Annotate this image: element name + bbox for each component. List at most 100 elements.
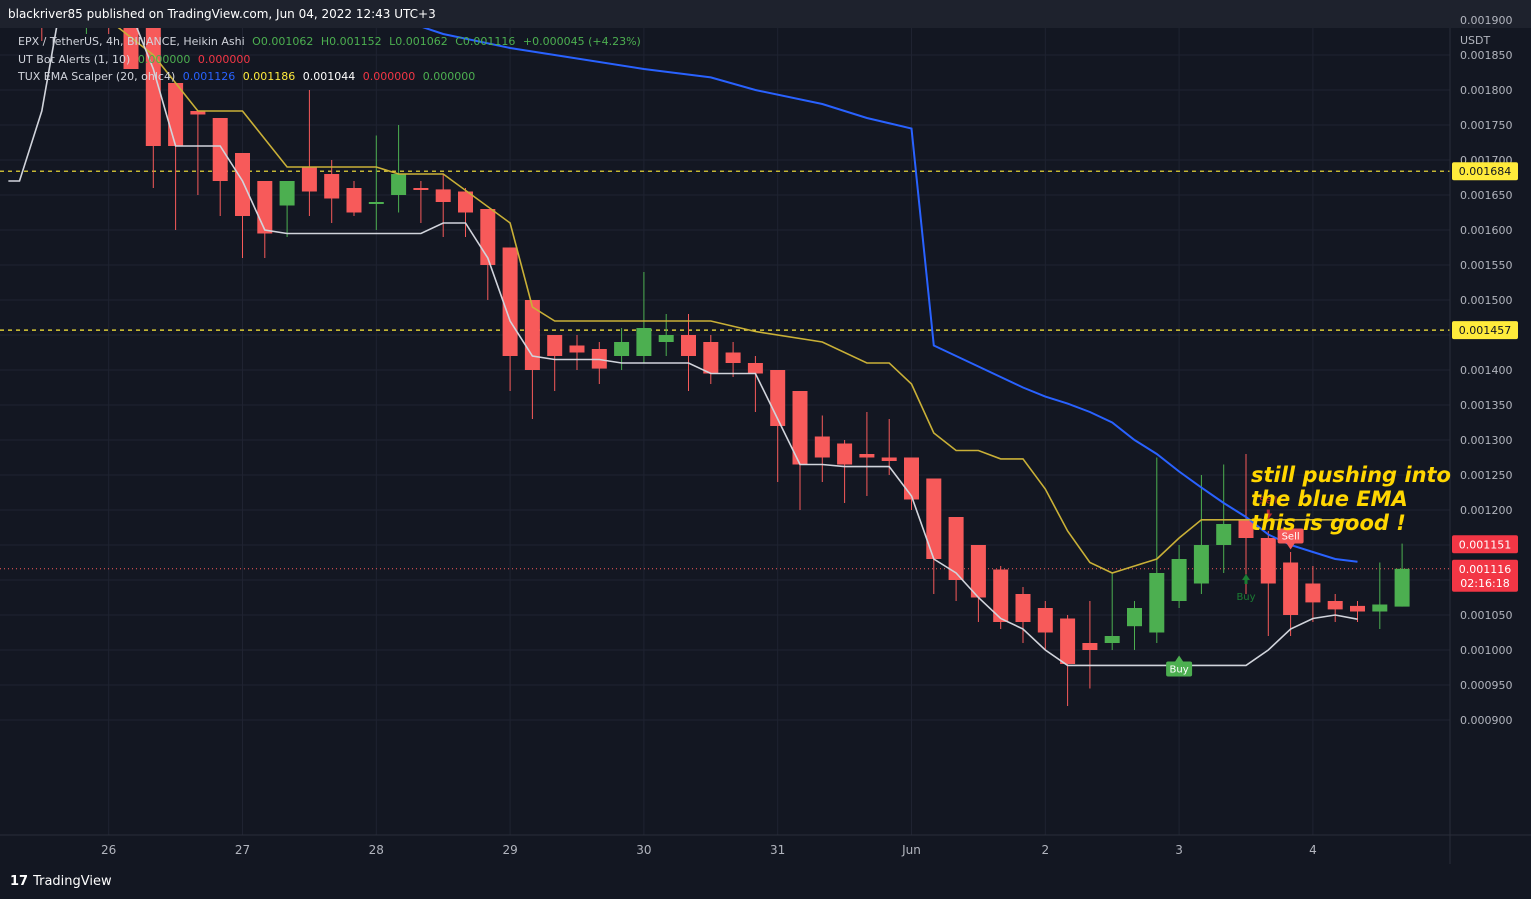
x-tick-label: 28 [369,843,384,857]
candle-bear [792,391,808,465]
candle-bear [993,569,1009,622]
chart-grid [0,28,1450,835]
buy-small-arrow-stem [1244,580,1248,584]
candle-bull [658,335,674,342]
sell-small-arrow-stem [1266,509,1270,514]
x-tick-label: 29 [502,843,517,857]
candle-bear [547,335,563,356]
candle-bear [1283,562,1299,615]
x-tick-label: Jun [901,843,921,857]
legend-symbol: EPX / TetherUS, 4h, BINANCE, Heikin Ashi [18,35,245,48]
signal-markers: Buy Buy Sell Sell [1166,496,1304,677]
level-tag-label: 0.001457 [1459,324,1512,337]
legend-utbot-row[interactable]: UT Bot Alerts (1, 10) 0.000000 0.000000 [18,53,254,66]
candle-bear [168,83,184,146]
ema-blue-line [422,28,1358,563]
y-tick-label: 0.001800 [1460,84,1513,97]
candle-bear [703,342,719,374]
candle-bear [859,454,875,458]
x-tick-label: 31 [770,843,785,857]
candle-bull [368,202,384,204]
y-tick-label: 0.001250 [1460,469,1513,482]
x-tick-label: 3 [1175,843,1183,857]
y-tick-label: 0.001500 [1460,294,1513,307]
legend-low: L0.001062 [389,35,448,48]
legend-tux-v4: 0.000000 [362,70,416,83]
candle-bear [904,457,919,500]
candle-bear [101,0,116,13]
price-axis[interactable]: USDT0.0019500.0019000.0018500.0018000.00… [1449,0,1531,864]
legend-tux-row[interactable]: TUX EMA Scalper (20, ohlc4) 0.001126 0.0… [18,70,479,83]
sell-arrow-icon [1286,543,1295,550]
footer-bar [0,864,1531,899]
level-tag-label: 0.001684 [1459,165,1512,178]
candle-bear [881,457,897,461]
candle-bear [458,191,473,213]
indicator-lines [8,28,1358,667]
candle-bull [279,181,295,206]
legend-symbol-row[interactable]: EPX / TetherUS, 4h, BINANCE, Heikin Ashi… [18,35,645,48]
candle-bear [837,443,853,465]
legend-tux-v2: 0.001186 [242,70,296,83]
legend-utbot-v1: 0.000000 [137,53,191,66]
buy-small-arrow-icon [1242,574,1250,580]
y-tick-label: 0.001000 [1460,644,1513,657]
y-tick-label: 0.001200 [1460,504,1513,517]
candle-bull [1193,545,1209,584]
countdown-timer: 02:16:18 [1460,577,1509,590]
candle-bull [636,328,652,356]
candle-bear [725,352,741,363]
candle-bear [502,247,518,356]
top-bar: blackriver85 published on TradingView.co… [0,0,1531,28]
candle-bear [212,118,228,181]
candle-bear [324,174,340,199]
trail-yellow-line [117,28,1358,574]
candle-bull [1394,568,1410,607]
price-tag-bg [1452,559,1518,592]
candle-bear [123,28,139,69]
candle-bear [970,545,986,598]
price-tag-label: 0.001116 [1459,563,1512,576]
candle-bear [1305,583,1321,603]
legend-tux-v5: 0.000000 [422,70,476,83]
tradingview-logo[interactable]: 17 TradingView [10,874,112,889]
candle-bear [413,188,429,190]
x-tick-label: 26 [101,843,116,857]
time-axis[interactable]: 26 27 28 29 30 31 Jun 2 3 4 [0,834,1531,857]
sell-signal-bg [1277,528,1304,544]
candle-bear [926,478,942,559]
legend-tux-name: TUX EMA Scalper (20, ohlc4) [18,70,176,83]
buy-signal-bg [1166,661,1193,677]
candle-bull [1127,608,1142,627]
candle-bear [1015,594,1031,622]
candle-bear [190,111,206,115]
stop-white-line [8,28,1358,667]
legend-close: C0.001116 [455,35,516,48]
legend-tux-v1: 0.001126 [182,70,236,83]
published-caption: blackriver85 published on TradingView.co… [8,7,436,21]
candle-bear [301,167,317,192]
legend-high: H0.001152 [320,35,382,48]
candle-bull [614,342,630,356]
candle-bear [346,188,362,213]
tradingview-logo-text: TradingView [33,874,112,889]
buy-arrow-icon [1175,655,1184,662]
y-tick-label: 0.000900 [1460,714,1513,727]
candlesticks [41,0,1410,706]
candle-bull [1104,636,1120,643]
candle-bear [747,363,763,374]
candle-bull [391,174,407,195]
y-tick-label: 0.001650 [1460,189,1513,202]
currency-label: USDT [1460,34,1491,47]
y-tick-label: 0.001600 [1460,224,1513,237]
candle-bull [1216,524,1232,545]
high-tag-label: 0.001151 [1459,538,1512,551]
sell-small-label: Sell [1259,496,1277,507]
y-tick-label: 0.001850 [1460,49,1513,62]
candle-bear [1037,608,1053,633]
candle-bear [1082,643,1098,650]
tradingview-logo-mark-icon: 17 [10,874,29,889]
candle-bear [948,517,964,580]
